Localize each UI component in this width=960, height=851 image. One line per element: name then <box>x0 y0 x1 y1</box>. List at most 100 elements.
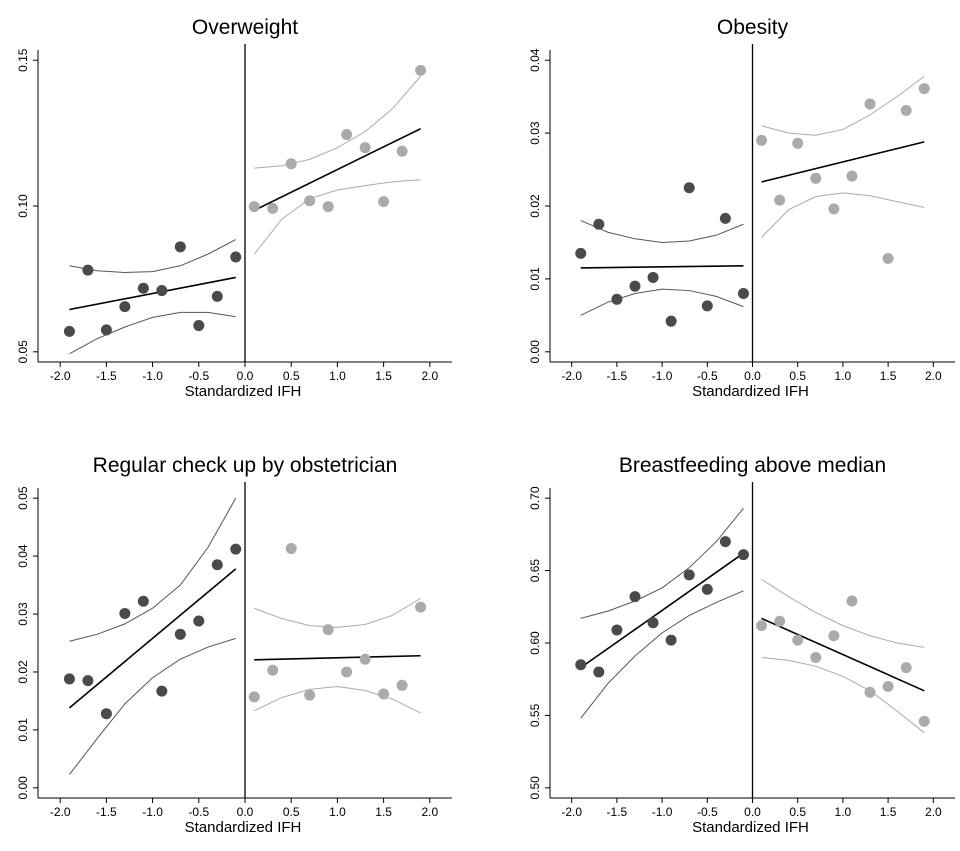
x-tick-label: 1.0 <box>329 369 346 383</box>
y-tick-label: 0.05 <box>16 340 30 364</box>
data-point-left <box>211 290 223 302</box>
data-point-right <box>341 666 353 678</box>
data-point-right <box>359 653 371 665</box>
data-point-left <box>211 559 223 571</box>
data-point-right <box>882 252 894 264</box>
y-tick-label: 0.70 <box>528 486 542 510</box>
data-point-left <box>63 325 75 337</box>
y-tick-label: 0.60 <box>528 631 542 655</box>
data-point-right <box>918 83 930 95</box>
data-point-left <box>119 607 131 619</box>
y-tick-label: 0.15 <box>16 48 30 72</box>
data-point-right <box>882 680 894 692</box>
data-point-left <box>82 675 94 687</box>
x-tick-label: -1.5 <box>96 805 117 819</box>
data-point-left <box>737 549 749 561</box>
data-point-right <box>267 664 279 676</box>
data-point-left <box>719 212 731 224</box>
data-point-right <box>285 158 297 170</box>
data-point-right <box>285 543 297 555</box>
data-point-left <box>737 287 749 299</box>
panel-4: Breastfeeding above median -2.0 -1.5 -1.0 -0… <box>528 454 955 836</box>
fit-line-right <box>761 141 925 183</box>
x-tick-label: 1.0 <box>835 369 852 383</box>
data-point-right <box>828 630 840 642</box>
data-point-right <box>846 170 858 182</box>
data-point-right <box>828 203 840 215</box>
ci-left-lower <box>580 288 744 316</box>
ci-left-lower <box>580 590 744 719</box>
x-tick-label: -1.5 <box>607 805 628 819</box>
data-point-right <box>774 194 786 206</box>
data-point-left <box>100 324 112 336</box>
x-tick-label: 0.0 <box>237 369 254 383</box>
data-point-left <box>611 293 623 305</box>
data-point-left <box>193 615 205 627</box>
y-tick-label: 0.00 <box>528 340 542 364</box>
y-tick-label: 0.02 <box>16 660 30 684</box>
x-tick-label: 2.0 <box>421 369 438 383</box>
data-point-right <box>792 634 804 646</box>
data-point-left <box>100 708 112 720</box>
data-point-right <box>378 196 390 208</box>
x-tick-label: 1.5 <box>375 369 392 383</box>
data-point-right <box>756 134 768 146</box>
data-point-left <box>156 285 168 297</box>
ci-right-lower <box>254 685 421 714</box>
x-tick-label: -1.0 <box>142 805 163 819</box>
chart-title: Obesity <box>717 16 789 39</box>
x-tick-label: 0.5 <box>283 369 300 383</box>
data-point-left <box>629 591 641 603</box>
x-tick-label: 0.0 <box>744 805 761 819</box>
ci-left-lower <box>69 311 236 355</box>
y-tick-label: 0.05 <box>16 486 30 510</box>
x-tick-label: 1.5 <box>375 805 392 819</box>
ci-left-lower <box>69 637 236 775</box>
x-tick-label: -0.5 <box>188 805 209 819</box>
data-point-left <box>683 569 695 581</box>
data-point-right <box>810 651 822 663</box>
data-point-right <box>248 201 260 213</box>
y-tick-label: 0.04 <box>16 544 30 568</box>
x-tick-label: 2.0 <box>421 805 438 819</box>
ci-right-lower <box>761 192 925 238</box>
data-point-right <box>267 202 279 214</box>
y-tick-label: 0.00 <box>16 776 30 800</box>
data-point-left <box>701 300 713 312</box>
data-point-right <box>415 64 427 76</box>
data-point-left <box>82 264 94 276</box>
data-point-left <box>665 634 677 646</box>
ci-right-upper <box>761 75 925 136</box>
y-tick-label: 0.10 <box>16 194 30 218</box>
data-point-right <box>864 98 876 110</box>
x-axis-label: Standardized IFH <box>185 383 302 400</box>
data-point-right <box>918 715 930 727</box>
x-tick-label: -1.5 <box>96 369 117 383</box>
data-point-right <box>378 688 390 700</box>
data-point-left <box>575 247 587 259</box>
fit-line-left <box>69 276 236 311</box>
data-point-right <box>322 201 334 213</box>
x-tick-label: 0.0 <box>744 369 761 383</box>
data-point-right <box>415 601 427 613</box>
y-tick-label: 0.65 <box>528 559 542 583</box>
data-point-left <box>593 218 605 230</box>
data-point-left <box>665 315 677 327</box>
x-tick-label: 0.5 <box>789 805 806 819</box>
x-tick-label: -0.5 <box>188 369 209 383</box>
x-tick-label: 1.5 <box>880 369 897 383</box>
y-tick-label: 0.55 <box>528 703 542 727</box>
data-point-right <box>304 689 316 701</box>
data-point-left <box>575 659 587 671</box>
data-point-left <box>647 617 659 629</box>
data-point-left <box>701 583 713 595</box>
x-tick-label: 0.5 <box>283 805 300 819</box>
x-axis-label: Standardized IFH <box>185 819 302 836</box>
data-point-left <box>119 301 131 313</box>
x-tick-label: -2.0 <box>50 369 71 383</box>
data-point-right <box>304 195 316 207</box>
x-tick-label: 2.0 <box>925 369 942 383</box>
x-axis-label: Standardized IFH <box>692 383 809 400</box>
y-tick-label: 0.50 <box>528 776 542 800</box>
